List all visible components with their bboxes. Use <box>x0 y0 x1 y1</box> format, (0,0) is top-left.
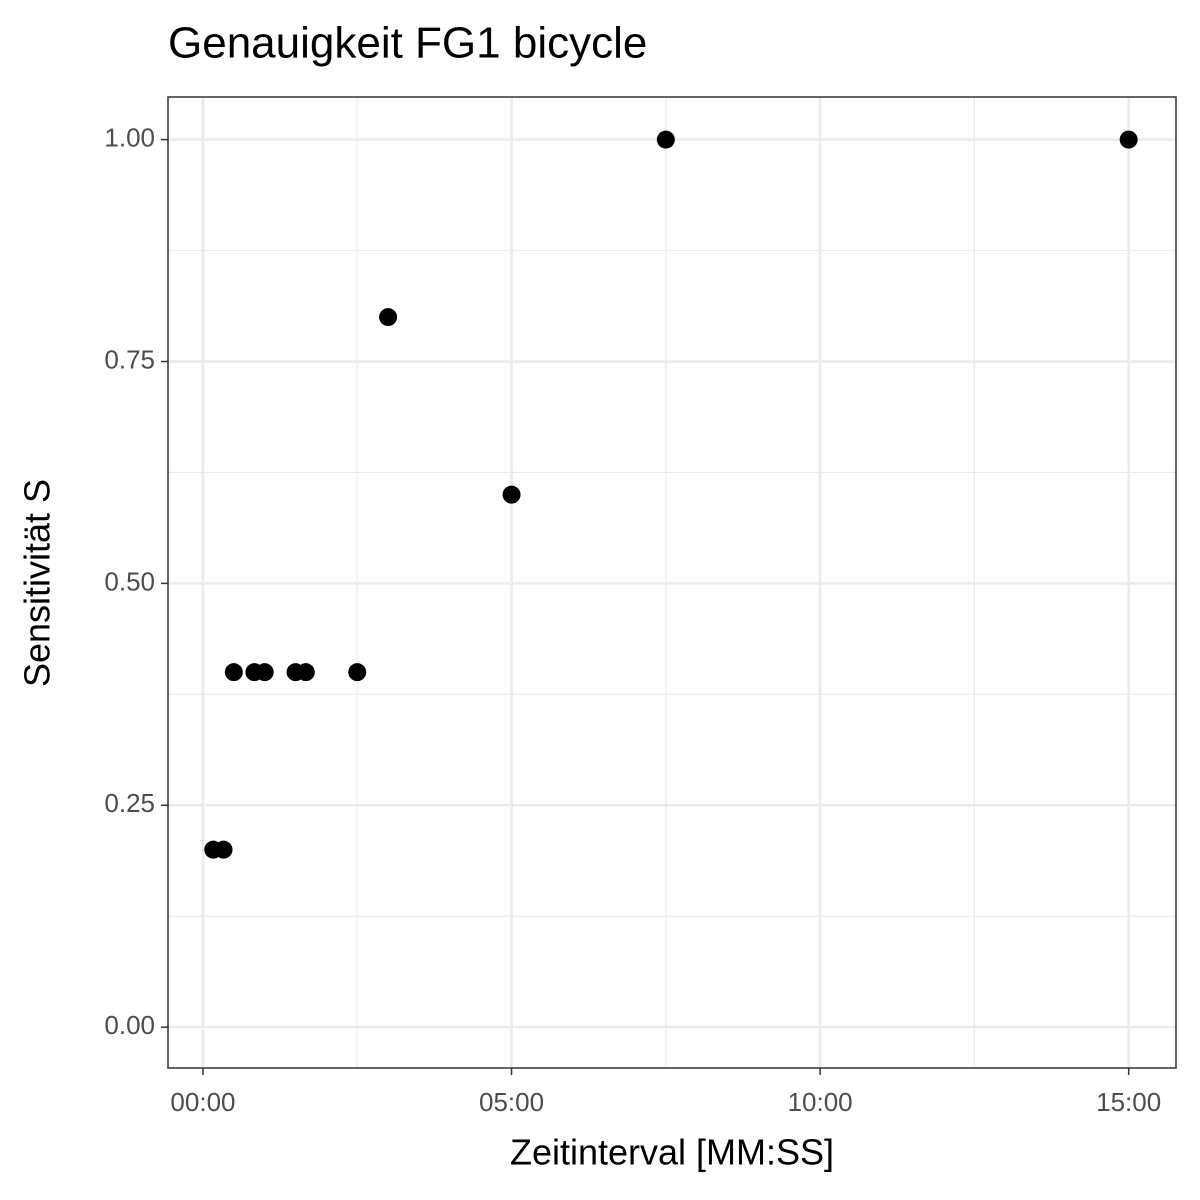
chart-title: Genauigkeit FG1 bicycle <box>168 19 647 68</box>
y-tick-label: 0.75 <box>104 344 155 374</box>
y-tick-label: 0.50 <box>104 566 155 596</box>
x-tick-label: 15:00 <box>1096 1087 1161 1117</box>
point <box>379 308 398 327</box>
point <box>214 840 233 859</box>
y-tick-label: 1.00 <box>104 122 155 152</box>
panel-border <box>167 96 1177 1069</box>
y-axis-label: Sensitivität S <box>17 479 58 687</box>
y-tick-label: 0.25 <box>104 788 155 818</box>
x-axis-label: Zeitinterval [MM:SS] <box>510 1132 834 1173</box>
point <box>656 130 675 149</box>
point <box>296 663 315 682</box>
x-tick-label: 00:00 <box>170 1087 235 1117</box>
point <box>348 663 367 682</box>
x-tick-label: 10:00 <box>788 1087 853 1117</box>
point <box>1119 130 1138 149</box>
point <box>255 663 274 682</box>
y-tick-label: 0.00 <box>104 1010 155 1040</box>
x-tick-label: 05:00 <box>479 1087 544 1117</box>
point <box>224 663 243 682</box>
point <box>502 485 521 504</box>
